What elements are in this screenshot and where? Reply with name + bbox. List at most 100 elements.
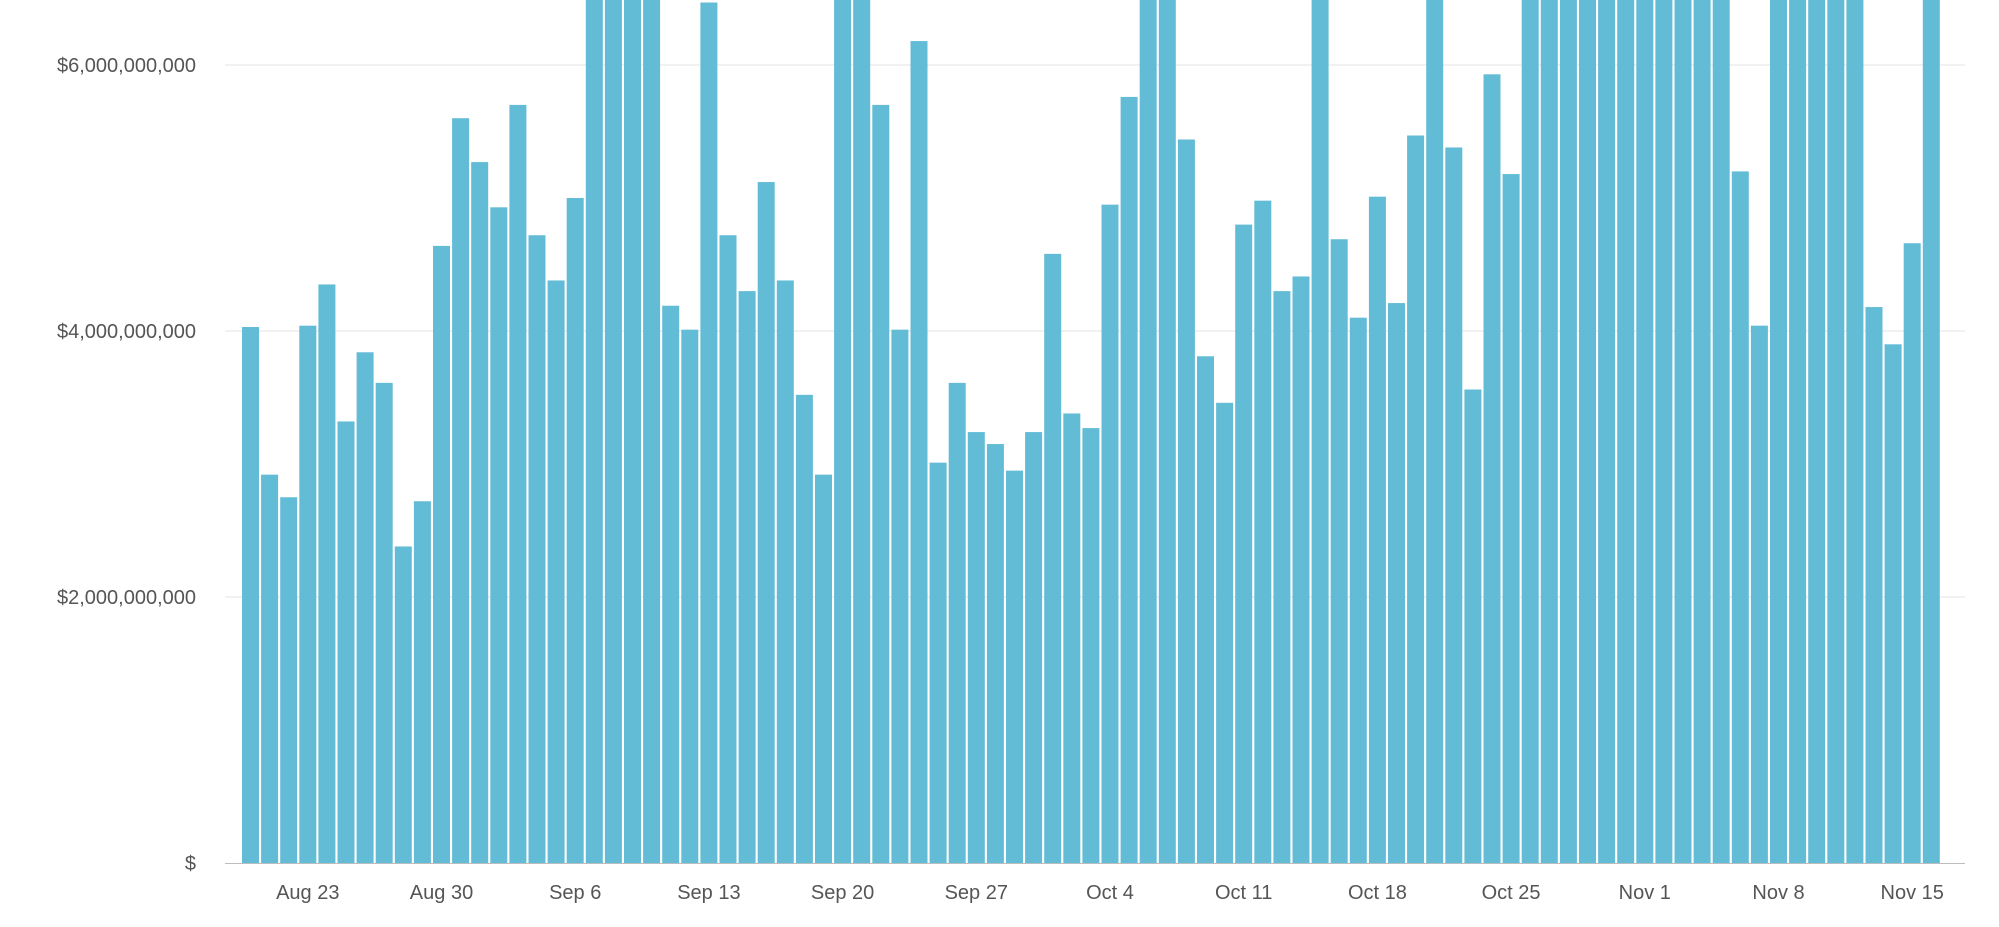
- bar[interactable]: [1388, 303, 1405, 863]
- bar[interactable]: [1158, 0, 1176, 863]
- bar[interactable]: [1922, 0, 1940, 863]
- y-tick-label: $4,000,000,000: [57, 321, 196, 343]
- bar[interactable]: [1617, 0, 1635, 863]
- x-tick-label: Aug 30: [410, 882, 473, 904]
- bar[interactable]: [318, 284, 336, 863]
- bar[interactable]: [929, 462, 947, 863]
- bar[interactable]: [1789, 0, 1807, 863]
- bar[interactable]: [1082, 428, 1100, 863]
- bar[interactable]: [585, 0, 603, 863]
- bar[interactable]: [948, 382, 966, 863]
- x-tick-label: Nov 1: [1619, 882, 1671, 904]
- bar[interactable]: [1254, 200, 1272, 863]
- bar[interactable]: [1349, 317, 1367, 863]
- bar[interactable]: [986, 444, 1004, 863]
- bar[interactable]: [1693, 0, 1711, 863]
- bar[interactable]: [1712, 0, 1730, 863]
- bar[interactable]: [356, 352, 374, 863]
- bar[interactable]: [261, 474, 279, 863]
- bars: [242, 0, 1940, 864]
- bar[interactable]: [776, 280, 794, 864]
- bar[interactable]: [719, 235, 737, 864]
- bar[interactable]: [1044, 253, 1062, 864]
- bar[interactable]: [1235, 224, 1253, 864]
- bar[interactable]: [1197, 356, 1214, 863]
- bar[interactable]: [872, 104, 890, 863]
- bar[interactable]: [1216, 402, 1234, 863]
- bar[interactable]: [604, 0, 622, 864]
- bar[interactable]: [1559, 0, 1577, 864]
- bar[interactable]: [1846, 0, 1864, 863]
- bar[interactable]: [490, 207, 508, 863]
- bar[interactable]: [1139, 0, 1157, 864]
- bar[interactable]: [280, 497, 298, 863]
- bar[interactable]: [1903, 243, 1921, 864]
- bar[interactable]: [1521, 0, 1539, 864]
- bar[interactable]: [242, 327, 259, 863]
- bar[interactable]: [1025, 432, 1043, 863]
- bar[interactable]: [1502, 174, 1520, 863]
- bar[interactable]: [1884, 344, 1902, 863]
- bar[interactable]: [967, 432, 985, 863]
- bar[interactable]: [413, 501, 431, 863]
- bar[interactable]: [1598, 0, 1616, 863]
- bar[interactable]: [662, 305, 680, 864]
- bar[interactable]: [757, 182, 775, 864]
- bar[interactable]: [1177, 139, 1195, 864]
- y-tick-label: $2,000,000,000: [57, 587, 196, 609]
- bar[interactable]: [1426, 0, 1444, 863]
- x-tick-label: Oct 11: [1215, 882, 1272, 904]
- bar[interactable]: [509, 104, 527, 863]
- bar[interactable]: [1464, 389, 1482, 863]
- bar[interactable]: [1311, 0, 1329, 864]
- bar[interactable]: [394, 546, 412, 863]
- bar[interactable]: [681, 329, 699, 863]
- bar[interactable]: [1655, 0, 1673, 863]
- bar[interactable]: [643, 0, 661, 864]
- bar[interactable]: [1368, 196, 1386, 864]
- bar[interactable]: [299, 325, 317, 863]
- bar[interactable]: [452, 118, 470, 863]
- bar[interactable]: [1407, 135, 1425, 864]
- bar[interactable]: [815, 474, 832, 863]
- x-tick-label: Oct 25: [1482, 882, 1541, 904]
- bar[interactable]: [337, 421, 355, 863]
- bar[interactable]: [1006, 470, 1023, 863]
- bar[interactable]: [1674, 0, 1692, 863]
- bar[interactable]: [1808, 0, 1826, 863]
- bar[interactable]: [1445, 147, 1463, 863]
- bar[interactable]: [1063, 413, 1081, 863]
- bar[interactable]: [891, 329, 909, 863]
- bar[interactable]: [795, 394, 813, 863]
- bar[interactable]: [1750, 325, 1768, 863]
- x-tick-label: Sep 6: [549, 882, 601, 904]
- bar[interactable]: [1731, 171, 1749, 863]
- bar[interactable]: [738, 291, 756, 864]
- bar[interactable]: [1770, 0, 1787, 864]
- bar[interactable]: [624, 0, 641, 863]
- bar[interactable]: [1101, 204, 1119, 863]
- y-axis-tick-labels: $ $2,000,000,000 $4,000,000,000 $6,000,000,…: [57, 55, 196, 875]
- bar[interactable]: [1865, 307, 1883, 863]
- bar[interactable]: [375, 382, 393, 863]
- bar[interactable]: [834, 0, 852, 864]
- bar[interactable]: [547, 280, 565, 864]
- bar[interactable]: [1120, 96, 1138, 864]
- x-tick-label: Sep 27: [945, 882, 1008, 904]
- bar[interactable]: [1483, 74, 1501, 863]
- bar[interactable]: [566, 198, 584, 863]
- bar[interactable]: [700, 2, 718, 864]
- bar[interactable]: [910, 41, 928, 864]
- bar[interactable]: [471, 162, 489, 864]
- bar[interactable]: [1827, 0, 1845, 863]
- bar[interactable]: [1540, 0, 1558, 863]
- bar[interactable]: [1330, 239, 1348, 864]
- bar[interactable]: [528, 235, 546, 864]
- bar[interactable]: [1636, 0, 1654, 863]
- bar[interactable]: [1292, 276, 1310, 864]
- bar[interactable]: [1273, 291, 1291, 864]
- bar[interactable]: [853, 0, 871, 863]
- x-tick-label: Nov 15: [1881, 882, 1944, 904]
- bar[interactable]: [433, 245, 450, 863]
- bar[interactable]: [1579, 0, 1596, 863]
